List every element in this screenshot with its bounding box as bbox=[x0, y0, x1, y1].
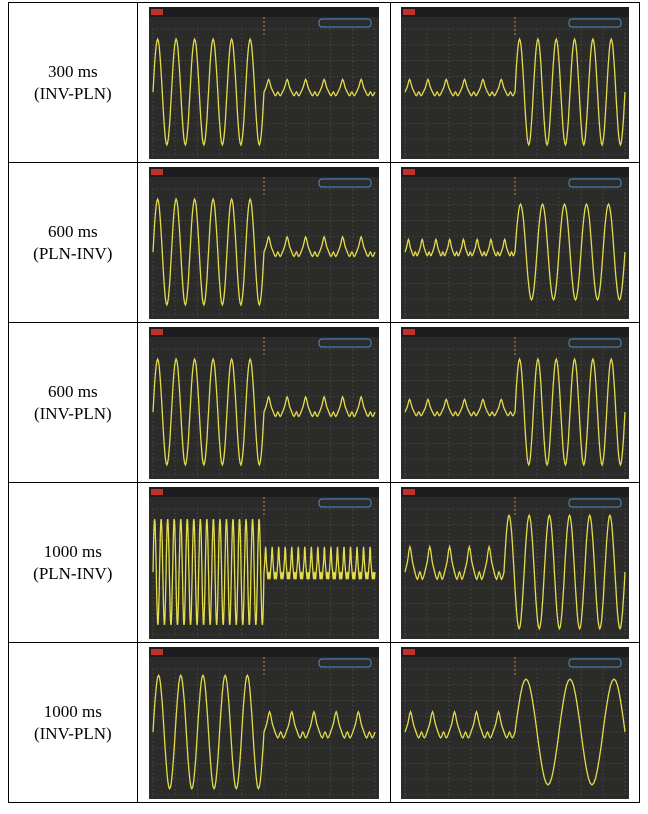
top-bar bbox=[148, 646, 379, 657]
transfer-mode: (INV-PLN) bbox=[33, 723, 112, 743]
top-bar bbox=[401, 166, 630, 177]
image-cell bbox=[390, 2, 640, 163]
duration: 600 ms bbox=[48, 381, 98, 401]
image-cell bbox=[390, 162, 640, 323]
table-row: 600 ms (PLN-INV) bbox=[8, 162, 640, 323]
info-box bbox=[568, 178, 622, 187]
waveform bbox=[404, 513, 626, 630]
duration: 300 ms bbox=[48, 61, 98, 81]
top-bar bbox=[148, 166, 379, 177]
label-cell: 1000 ms (INV-PLN) bbox=[8, 642, 138, 803]
waveform bbox=[152, 673, 376, 790]
status-box bbox=[150, 648, 163, 655]
transfer-mode: (INV-PLN) bbox=[33, 83, 112, 103]
oscilloscope-image bbox=[148, 6, 379, 159]
info-box bbox=[568, 498, 622, 507]
table-row: 1000 ms (PLN-INV) bbox=[8, 482, 640, 643]
transfer-mode: (PLN-INV) bbox=[33, 243, 113, 263]
image-cell bbox=[390, 642, 640, 803]
status-box bbox=[150, 168, 163, 175]
info-box bbox=[318, 498, 372, 507]
image-cell bbox=[390, 482, 640, 643]
status-box bbox=[403, 8, 416, 15]
waveform bbox=[152, 518, 376, 625]
waveform bbox=[404, 356, 626, 467]
info-box bbox=[568, 338, 622, 347]
duration: 600 ms bbox=[48, 221, 98, 241]
result-table: 300 ms (INV-PLN) 600 ms (PLN-INV) 600 ms (INV… bbox=[8, 2, 640, 803]
oscilloscope-image bbox=[401, 6, 630, 159]
label-cell: 600 ms (PLN-INV) bbox=[8, 162, 138, 323]
status-box bbox=[403, 168, 416, 175]
waveform bbox=[152, 196, 376, 307]
info-box bbox=[318, 18, 372, 27]
info-box bbox=[318, 658, 372, 667]
table-row: 600 ms (INV-PLN) bbox=[8, 322, 640, 483]
image-cell bbox=[390, 322, 640, 483]
label-cell: 1000 ms (PLN-INV) bbox=[8, 482, 138, 643]
transfer-mode: (INV-PLN) bbox=[33, 403, 112, 423]
label-cell: 300 ms (INV-PLN) bbox=[8, 2, 138, 163]
oscilloscope-image bbox=[148, 326, 379, 479]
oscilloscope-image bbox=[148, 646, 379, 799]
top-bar bbox=[401, 486, 630, 497]
waveform bbox=[152, 36, 376, 147]
table-row: 1000 ms (INV-PLN) bbox=[8, 642, 640, 803]
table-row: 300 ms (INV-PLN) bbox=[8, 2, 640, 163]
image-cell bbox=[136, 162, 392, 323]
top-bar bbox=[401, 6, 630, 17]
status-box bbox=[403, 488, 416, 495]
status-box bbox=[150, 8, 163, 15]
top-bar bbox=[401, 326, 630, 337]
duration: 1000 ms bbox=[43, 541, 102, 561]
image-cell bbox=[136, 482, 392, 643]
info-box bbox=[318, 338, 372, 347]
status-box bbox=[403, 648, 416, 655]
oscilloscope-image bbox=[148, 166, 379, 319]
info-box bbox=[318, 178, 372, 187]
status-box bbox=[150, 328, 163, 335]
info-box bbox=[568, 658, 622, 667]
waveform bbox=[404, 677, 626, 786]
image-cell bbox=[136, 322, 392, 483]
status-box bbox=[150, 488, 163, 495]
duration: 1000 ms bbox=[43, 701, 102, 721]
top-bar bbox=[401, 646, 630, 657]
transfer-mode: (PLN-INV) bbox=[33, 563, 113, 583]
label-cell: 600 ms (INV-PLN) bbox=[8, 322, 138, 483]
waveform bbox=[404, 202, 626, 301]
oscilloscope-image bbox=[401, 486, 630, 639]
waveform bbox=[404, 36, 626, 147]
oscilloscope-image bbox=[401, 166, 630, 319]
image-cell bbox=[136, 642, 392, 803]
top-bar bbox=[148, 486, 379, 497]
info-box bbox=[568, 18, 622, 27]
image-cell bbox=[136, 2, 392, 163]
oscilloscope-image bbox=[148, 486, 379, 639]
waveform bbox=[152, 356, 376, 467]
top-bar bbox=[148, 6, 379, 17]
top-bar bbox=[148, 326, 379, 337]
status-box bbox=[403, 328, 416, 335]
oscilloscope-image bbox=[401, 326, 630, 479]
oscilloscope-image bbox=[401, 646, 630, 799]
